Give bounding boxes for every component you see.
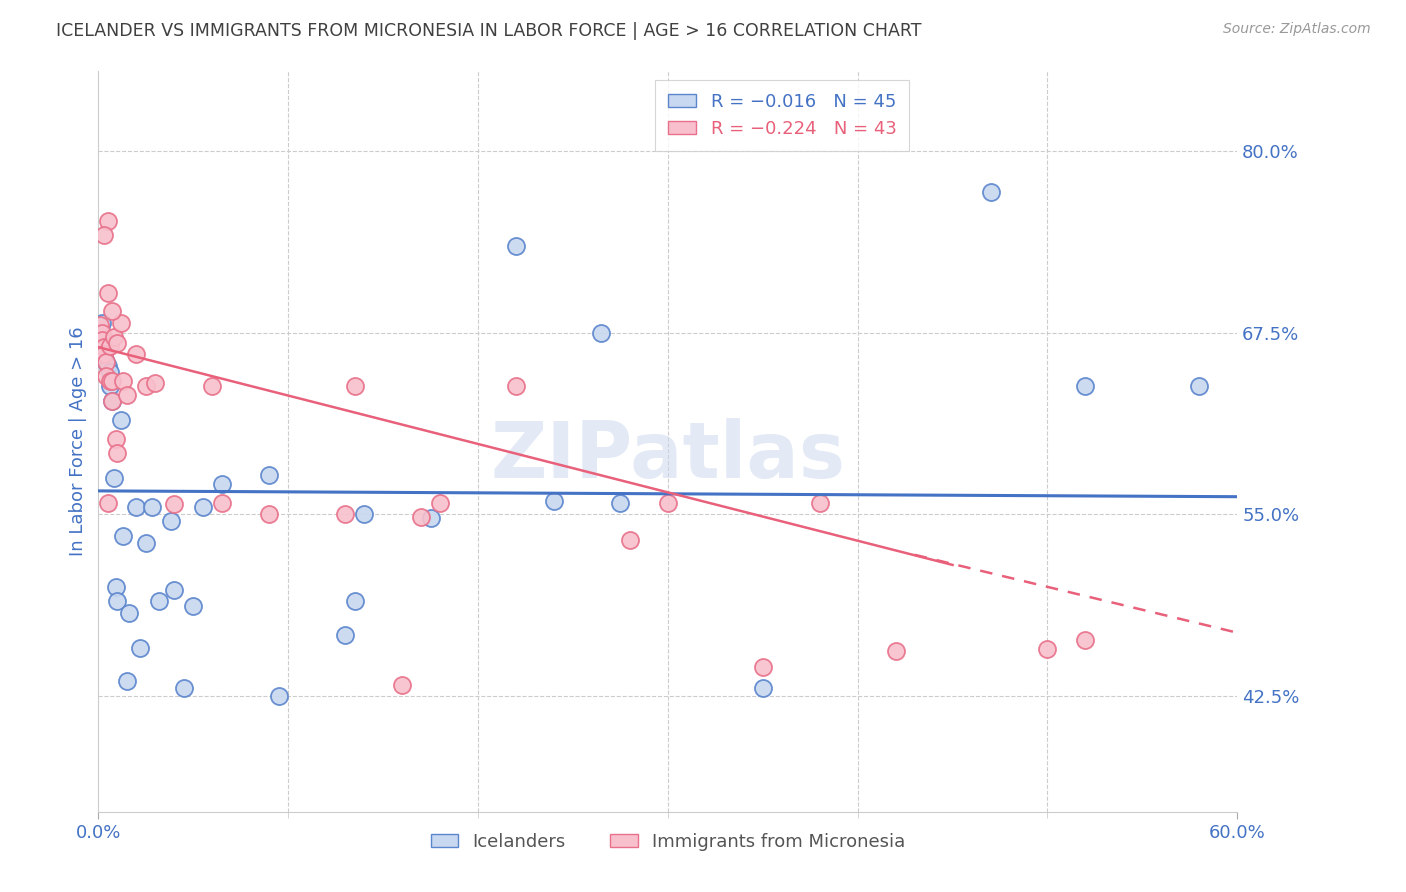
- Point: [259, 467, 281, 482]
- Point: [201, 379, 224, 393]
- Point: [141, 500, 163, 514]
- Point: [115, 388, 138, 402]
- Point: [104, 580, 127, 594]
- Point: [752, 681, 775, 696]
- Point: [259, 507, 281, 521]
- Point: [89, 326, 111, 340]
- Point: [107, 446, 129, 460]
- Point: [391, 678, 413, 692]
- Point: [110, 413, 132, 427]
- Point: [98, 374, 121, 388]
- Point: [411, 510, 433, 524]
- Point: [609, 495, 631, 509]
- Point: [619, 533, 641, 548]
- Point: [93, 344, 115, 359]
- Point: [107, 594, 129, 608]
- Point: [543, 494, 565, 508]
- Point: [100, 374, 122, 388]
- Legend: Icelanders, Immigrants from Micronesia: Icelanders, Immigrants from Micronesia: [423, 826, 912, 858]
- Point: [125, 347, 148, 361]
- Point: [115, 674, 138, 689]
- Point: [135, 379, 157, 393]
- Point: [419, 511, 441, 525]
- Point: [110, 316, 132, 330]
- Point: [91, 330, 114, 344]
- Point: [97, 359, 120, 373]
- Point: [91, 326, 114, 340]
- Point: [505, 379, 527, 393]
- Point: [97, 214, 120, 228]
- Point: [93, 351, 115, 365]
- Text: ZIPatlas: ZIPatlas: [491, 418, 845, 494]
- Point: [183, 599, 205, 613]
- Point: [343, 594, 366, 608]
- Point: [211, 476, 233, 491]
- Point: [173, 681, 195, 696]
- Text: ICELANDER VS IMMIGRANTS FROM MICRONESIA IN LABOR FORCE | AGE > 16 CORRELATION CH: ICELANDER VS IMMIGRANTS FROM MICRONESIA …: [56, 22, 922, 40]
- Point: [94, 369, 117, 384]
- Point: [91, 316, 114, 330]
- Point: [100, 304, 122, 318]
- Point: [505, 238, 527, 252]
- Point: [103, 471, 125, 485]
- Point: [91, 333, 114, 347]
- Point: [94, 354, 117, 368]
- Point: [335, 507, 357, 521]
- Point: [211, 495, 233, 509]
- Point: [1074, 633, 1097, 648]
- Point: [98, 365, 121, 379]
- Point: [103, 330, 125, 344]
- Point: [107, 335, 129, 350]
- Point: [93, 339, 115, 353]
- Text: Source: ZipAtlas.com: Source: ZipAtlas.com: [1223, 22, 1371, 37]
- Point: [884, 643, 907, 657]
- Point: [191, 500, 214, 514]
- Point: [163, 497, 186, 511]
- Point: [343, 379, 366, 393]
- Point: [94, 335, 117, 350]
- Point: [267, 689, 290, 703]
- Point: [93, 347, 115, 361]
- Y-axis label: In Labor Force | Age > 16: In Labor Force | Age > 16: [69, 326, 87, 557]
- Point: [112, 529, 135, 543]
- Point: [98, 379, 121, 393]
- Point: [93, 340, 115, 354]
- Point: [93, 228, 115, 243]
- Point: [752, 659, 775, 673]
- Point: [1036, 642, 1059, 657]
- Point: [129, 640, 152, 655]
- Point: [353, 507, 375, 521]
- Point: [97, 286, 120, 301]
- Point: [335, 627, 357, 641]
- Point: [429, 495, 451, 509]
- Point: [94, 354, 117, 368]
- Point: [100, 393, 122, 408]
- Point: [97, 495, 120, 509]
- Point: [98, 339, 121, 353]
- Point: [163, 582, 186, 597]
- Point: [979, 185, 1001, 199]
- Point: [591, 326, 613, 340]
- Point: [1188, 379, 1211, 393]
- Point: [135, 536, 157, 550]
- Point: [145, 376, 167, 391]
- Point: [657, 495, 679, 509]
- Point: [100, 393, 122, 408]
- Point: [104, 432, 127, 446]
- Point: [118, 606, 141, 620]
- Point: [148, 594, 170, 608]
- Point: [89, 318, 111, 333]
- Point: [1074, 379, 1097, 393]
- Point: [808, 495, 831, 509]
- Point: [112, 374, 135, 388]
- Point: [125, 500, 148, 514]
- Point: [159, 515, 181, 529]
- Point: [97, 335, 120, 350]
